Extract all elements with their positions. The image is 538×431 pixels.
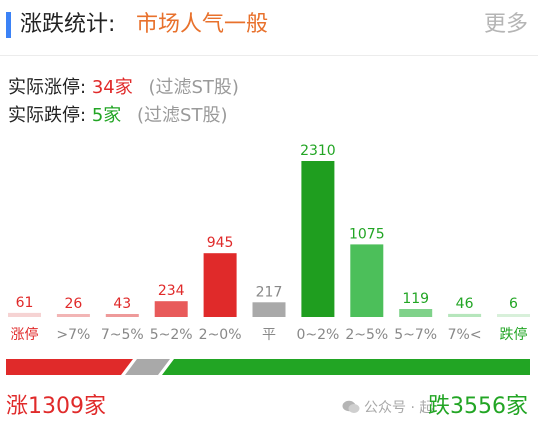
category-label: 2~5% <box>345 327 388 343</box>
limit-up-filter-note: (过滤ST股) <box>148 77 239 98</box>
bar-2 <box>105 314 139 317</box>
header-divider <box>0 55 538 56</box>
limit-down-label: 实际跌停: <box>8 105 87 126</box>
header: 涨跌统计: 市场人气一般 更多 <box>0 0 538 52</box>
market-mood-label: 市场人气一般 <box>136 12 269 37</box>
bar-10 <box>497 314 530 317</box>
bar-value-label: 234 <box>158 283 185 299</box>
header-accent-bar <box>6 12 11 38</box>
bar-1 <box>56 314 90 317</box>
bar-value-label: 43 <box>113 296 131 312</box>
section-title: 涨跌统计: <box>20 12 116 37</box>
limit-up-value: 34家 <box>91 77 133 98</box>
category-label: 5~2% <box>150 327 193 343</box>
split-bar-down-segment <box>162 359 530 375</box>
up-down-split-bar <box>6 359 530 375</box>
total-up-count: 涨1309家 <box>6 394 106 419</box>
bar-5 <box>252 302 286 317</box>
watermark-text: 公众号 · 起 <box>364 400 434 416</box>
limit-down-value: 5家 <box>91 105 122 126</box>
category-label: 跌停 <box>500 326 528 343</box>
category-label: 2~0% <box>199 327 242 343</box>
category-label: 5~7% <box>394 327 437 343</box>
category-label: 平 <box>262 327 276 343</box>
category-label: 涨停 <box>11 326 39 343</box>
limit-down-filter-note: (过滤ST股) <box>137 105 228 126</box>
distribution-bar-chart: 61 涨停 26 >7% 43 7~5% 234 5~2% 945 2~0% 217 平 2310 0~2… <box>8 143 530 343</box>
split-bar-flat-segment <box>125 359 170 375</box>
bar-value-label: 61 <box>16 295 34 311</box>
bar-value-label: 945 <box>207 235 234 251</box>
wechat-icon <box>342 400 360 413</box>
bar-value-label: 1075 <box>349 226 385 242</box>
bar-value-label: 217 <box>256 284 283 300</box>
bar-6 <box>301 161 335 317</box>
bar-0 <box>8 312 41 317</box>
category-label: >7% <box>56 327 90 343</box>
bar-value-label: 2310 <box>300 143 336 159</box>
bar-value-label: 6 <box>509 296 518 312</box>
bar-9 <box>448 313 482 317</box>
limit-up-label: 实际涨停: <box>8 77 87 98</box>
watermark: 公众号 · 起 <box>342 398 433 418</box>
category-label: 7~5% <box>101 327 144 343</box>
bar-8 <box>399 309 433 317</box>
bar-value-label: 119 <box>402 291 429 307</box>
more-link[interactable]: 更多 <box>483 12 528 37</box>
category-label: 0~2% <box>296 327 339 343</box>
limit-down-stat: 实际跌停: 5家 (过滤ST股) <box>8 104 227 128</box>
split-bar-up-segment <box>6 359 133 375</box>
bar-value-label: 26 <box>64 296 82 312</box>
total-down-count: 跌3556家 <box>428 394 528 419</box>
limit-up-stat: 实际涨停: 34家 (过滤ST股) <box>8 76 239 100</box>
bar-4 <box>203 253 237 317</box>
bar-value-label: 46 <box>456 296 474 312</box>
category-label: 7%< <box>448 327 482 343</box>
bar-3 <box>154 301 188 317</box>
bar-7 <box>350 244 384 317</box>
